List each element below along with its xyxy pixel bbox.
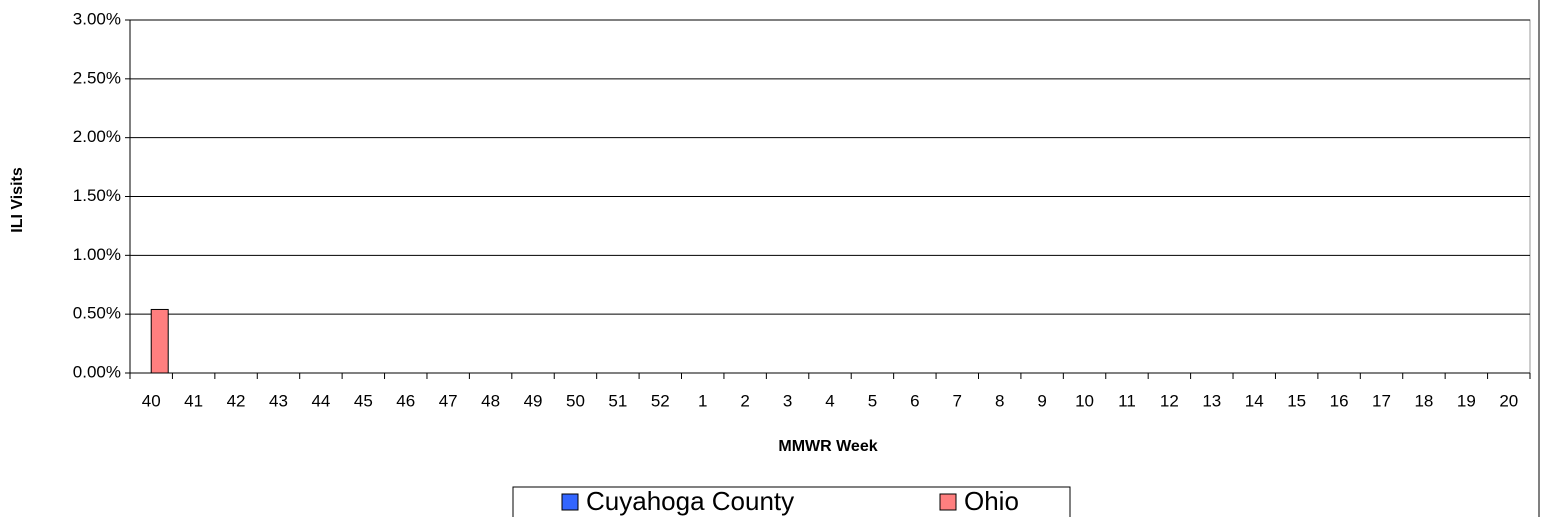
legend-swatch [939, 493, 957, 511]
x-tick-label: 41 [184, 391, 203, 410]
x-tick-label: 50 [566, 391, 585, 410]
x-tick-label: 42 [227, 391, 246, 410]
x-tick-label: 18 [1414, 391, 1433, 410]
x-tick-label: 48 [481, 391, 500, 410]
x-tick-label: 12 [1160, 391, 1179, 410]
legend-label: Cuyahoga County [586, 486, 794, 516]
legend-swatch [561, 493, 579, 511]
y-tick-label: 3.00% [73, 9, 121, 28]
x-tick-label: 7 [953, 391, 962, 410]
bar [150, 308, 169, 374]
x-tick-label: 16 [1330, 391, 1349, 410]
x-tick-label: 40 [142, 391, 161, 410]
x-tick-label: 20 [1499, 391, 1518, 410]
x-axis-label: MMWR Week [778, 438, 877, 455]
x-tick-label: 2 [740, 391, 749, 410]
x-tick-label: 46 [396, 391, 415, 410]
y-tick-label: 2.50% [73, 68, 121, 87]
legend-box [512, 486, 1071, 517]
x-tick-label: 8 [995, 391, 1004, 410]
x-tick-label: 15 [1287, 391, 1306, 410]
y-tick-label: 2.00% [73, 127, 121, 146]
y-tick-label: 0.00% [73, 362, 121, 381]
x-tick-label: 13 [1202, 391, 1221, 410]
y-tick-label: 0.50% [73, 304, 121, 323]
x-tick-label: 45 [354, 391, 373, 410]
x-tick-label: 14 [1245, 391, 1264, 410]
x-tick-label: 10 [1075, 391, 1094, 410]
x-tick-label: 6 [910, 391, 919, 410]
y-tick-label: 1.00% [73, 245, 121, 264]
x-tick-label: 47 [439, 391, 458, 410]
x-tick-label: 44 [311, 391, 330, 410]
x-tick-label: 4 [825, 391, 834, 410]
x-tick-label: 3 [783, 391, 792, 410]
x-tick-label: 9 [1037, 391, 1046, 410]
y-tick-label: 1.50% [73, 186, 121, 205]
x-tick-label: 1 [698, 391, 707, 410]
x-tick-label: 19 [1457, 391, 1476, 410]
x-tick-label: 52 [651, 391, 670, 410]
x-tick-label: 51 [608, 391, 627, 410]
legend-label: Ohio [964, 486, 1019, 516]
x-tick-label: 49 [524, 391, 543, 410]
x-tick-label: 11 [1118, 391, 1136, 410]
x-tick-label: 43 [269, 391, 288, 410]
x-tick-label: 5 [868, 391, 877, 410]
y-axis-label: ILI Visits [9, 167, 26, 233]
x-tick-label: 17 [1372, 391, 1391, 410]
